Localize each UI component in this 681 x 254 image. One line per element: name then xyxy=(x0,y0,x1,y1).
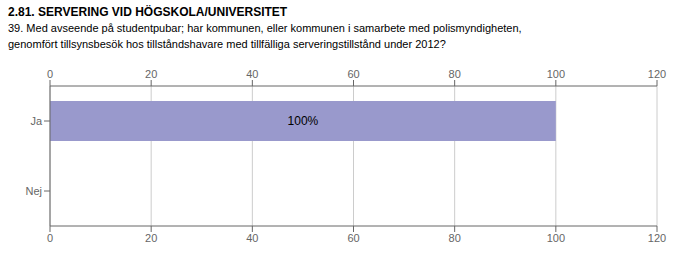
svg-text:40: 40 xyxy=(246,68,258,80)
svg-text:120: 120 xyxy=(648,232,666,244)
svg-text:60: 60 xyxy=(347,232,359,244)
svg-text:80: 80 xyxy=(449,68,461,80)
svg-text:60: 60 xyxy=(347,68,359,80)
html-text:2.81. SERVERING VID HÖGSKOLA/U: 2.81. SERVERING VID HÖGSKOLA/UNIVERSITET xyxy=(8,5,288,19)
svg-text:120: 120 xyxy=(648,68,666,80)
svg-text:20: 20 xyxy=(145,232,157,244)
svg-text:Nej: Nej xyxy=(25,185,42,197)
svg-text:40: 40 xyxy=(246,232,258,244)
svg-text:100: 100 xyxy=(547,68,565,80)
svg-text:0: 0 xyxy=(47,68,53,80)
html-text:genomfört tillsynsbesök hos ti: genomfört tillsynsbesök hos tillståndsha… xyxy=(8,38,446,50)
svg-text:80: 80 xyxy=(449,232,461,244)
svg-text:20: 20 xyxy=(145,68,157,80)
svg-text:100%: 100% xyxy=(288,114,319,128)
svg-text:0: 0 xyxy=(47,232,53,244)
html-text:39. Med avseende på studentpub: 39. Med avseende på studentpubar; har ko… xyxy=(8,22,522,34)
svg-text:100: 100 xyxy=(547,232,565,244)
svg-text:Ja: Ja xyxy=(30,115,43,127)
